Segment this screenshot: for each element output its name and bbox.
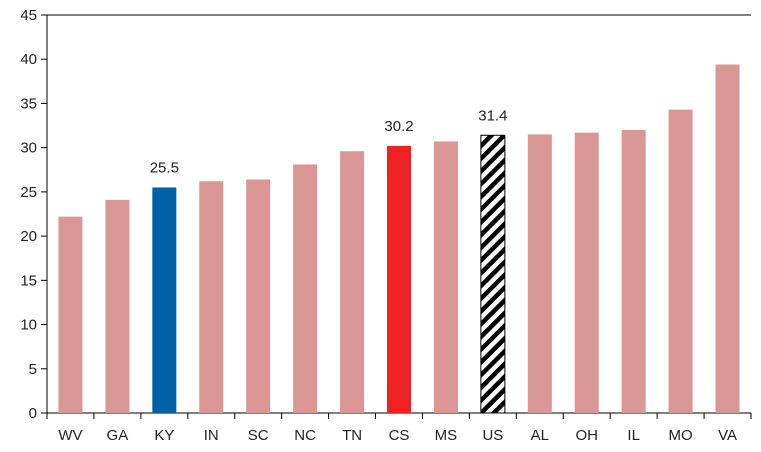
x-tick-label: US bbox=[482, 427, 503, 444]
bar-va bbox=[715, 64, 740, 413]
bar-tn bbox=[340, 151, 365, 413]
y-axis: 0 5 10 15 20 25 30 35 40 45 bbox=[20, 7, 751, 422]
data-label-us: 31.4 bbox=[478, 107, 507, 124]
y-tick-label: 35 bbox=[20, 95, 37, 112]
bar-ky bbox=[152, 187, 177, 413]
x-tick-label: GA bbox=[107, 427, 129, 444]
y-tick-label: 25 bbox=[20, 184, 37, 201]
bar-mo bbox=[668, 109, 693, 413]
y-tick-label: 40 bbox=[20, 51, 37, 68]
bar-sc bbox=[246, 179, 271, 413]
x-axis: WV GA KY IN SC NC TN CS MS US AL OH IL MO VA bbox=[46, 412, 752, 444]
y-tick-label: 5 bbox=[29, 361, 37, 378]
y-tick-label: 30 bbox=[20, 140, 37, 157]
y-tick-label: 10 bbox=[20, 317, 37, 334]
bar-oh bbox=[574, 132, 599, 413]
bar-nc bbox=[293, 164, 318, 413]
y-tick-label: 0 bbox=[29, 405, 37, 422]
bar-ga bbox=[105, 199, 130, 413]
x-tick-label: AL bbox=[531, 427, 549, 444]
data-labels: 25.5 30.2 31.4 bbox=[150, 107, 508, 176]
bar-wv bbox=[58, 216, 83, 413]
x-tick-label: IN bbox=[204, 427, 219, 444]
x-tick-label: VA bbox=[718, 427, 737, 444]
x-tick-label: CS bbox=[389, 427, 410, 444]
bar-ms bbox=[433, 141, 458, 413]
bar-il bbox=[621, 129, 646, 413]
x-tick-label: TN bbox=[342, 427, 362, 444]
y-tick-label: 20 bbox=[20, 228, 37, 245]
x-tick-label: KY bbox=[154, 427, 174, 444]
x-tick-label: OH bbox=[575, 427, 598, 444]
x-tick-label: IL bbox=[627, 427, 640, 444]
data-label-ky: 25.5 bbox=[150, 159, 179, 176]
x-tick-label: SC bbox=[248, 427, 269, 444]
bar-cs bbox=[387, 145, 411, 414]
x-tick-label: WV bbox=[58, 427, 82, 444]
y-tick-label: 15 bbox=[20, 272, 37, 289]
bars bbox=[58, 64, 740, 414]
bar-in bbox=[199, 181, 224, 413]
data-label-cs: 30.2 bbox=[384, 118, 413, 135]
bar-us bbox=[480, 134, 506, 414]
x-tick-label: MO bbox=[669, 427, 693, 444]
bar-al bbox=[527, 134, 552, 413]
x-tick-label: MS bbox=[435, 427, 458, 444]
y-tick-label: 45 bbox=[20, 7, 37, 24]
x-tick-label: NC bbox=[294, 427, 316, 444]
